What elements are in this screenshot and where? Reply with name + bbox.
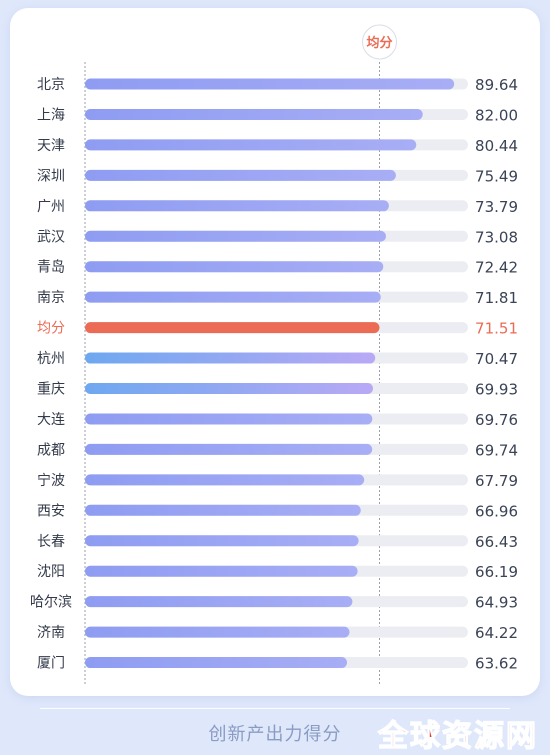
category-label: 宁波 — [37, 472, 65, 489]
value-label: 64.22 — [475, 624, 518, 642]
value-label: 71.51 — [475, 320, 518, 338]
category-label: 上海 — [37, 107, 65, 123]
category-label: 重庆 — [37, 382, 65, 398]
category-label: 厦门 — [37, 656, 65, 672]
category-label: 哈尔滨 — [30, 595, 72, 611]
bar-row: 均分 71.51 — [37, 320, 518, 338]
bar-row: 济南 64.22 — [37, 624, 518, 642]
bar — [85, 596, 353, 608]
category-label: 大连 — [37, 412, 65, 428]
value-label: 89.64 — [475, 76, 518, 94]
bar-row: 厦门 63.62 — [37, 655, 518, 673]
bar — [85, 504, 361, 516]
category-label: 天津 — [37, 138, 65, 154]
bar-row: 杭州 70.47 — [37, 350, 518, 368]
value-label: 73.79 — [475, 198, 518, 216]
bar-row: 西安 66.96 — [37, 502, 518, 520]
category-label: 武汉 — [37, 229, 65, 245]
bar — [85, 626, 350, 638]
category-label: 杭州 — [37, 351, 65, 367]
average-badge-label: 均分 — [366, 35, 392, 51]
value-label: 69.93 — [475, 381, 518, 399]
bar — [85, 413, 373, 425]
category-label: 长春 — [37, 534, 65, 550]
bar — [85, 108, 423, 120]
bar-row: 长春 66.43 — [37, 533, 518, 551]
category-label: 成都 — [37, 442, 65, 458]
value-label: 80.44 — [475, 137, 518, 155]
value-label: 66.19 — [475, 563, 518, 581]
category-label: 青岛 — [37, 260, 65, 276]
bar — [85, 535, 359, 547]
chart-card — [10, 8, 540, 696]
bar-row: 大连 69.76 — [37, 411, 518, 429]
bar-row: 广州 73.79 — [37, 198, 518, 216]
x-axis-caption: 创新产出力得分 — [208, 724, 342, 745]
bar-row: 成都 69.74 — [37, 441, 518, 459]
bar-row: 南京 71.81 — [37, 289, 518, 307]
bar — [85, 169, 396, 181]
watermark: 全球资源网 — [377, 718, 538, 754]
value-label: 66.43 — [475, 533, 518, 551]
bar-row: 上海 82.00 — [37, 106, 518, 124]
average-badge — [361, 24, 397, 60]
bar — [85, 383, 373, 394]
category-label: 济南 — [37, 625, 65, 641]
value-label: 82.00 — [475, 106, 518, 124]
category-label: 深圳 — [37, 168, 65, 184]
bar-row: 天津 80.44 — [37, 137, 518, 155]
bar — [85, 565, 358, 577]
value-label: 69.74 — [475, 441, 518, 459]
bar — [85, 352, 376, 364]
bar-row: 宁波 67.79 — [37, 472, 518, 490]
category-label: 西安 — [37, 503, 65, 519]
value-label: 69.76 — [475, 411, 518, 429]
value-label: 75.49 — [475, 167, 518, 185]
bar — [85, 657, 348, 669]
bar — [85, 474, 365, 486]
value-label: 71.81 — [475, 289, 518, 307]
value-label: 70.47 — [475, 350, 518, 368]
bar — [85, 443, 373, 455]
bar — [85, 261, 384, 273]
category-label: 北京 — [37, 77, 65, 93]
bar-row: 青岛 72.42 — [37, 259, 518, 277]
value-label: 73.08 — [475, 228, 518, 246]
category-label: 南京 — [37, 290, 65, 306]
value-label: 63.62 — [475, 655, 518, 673]
bar-row: 哈尔滨 64.93 — [30, 594, 518, 612]
category-label: 均分 — [37, 321, 65, 337]
category-label: 广州 — [37, 199, 65, 215]
bar — [85, 291, 381, 303]
footer-divider — [40, 708, 510, 709]
bar-row: 武汉 73.08 — [37, 228, 518, 246]
value-label: 67.79 — [475, 472, 518, 490]
bar-row: 沈阳 66.19 — [37, 563, 518, 581]
category-label: 沈阳 — [37, 564, 65, 580]
value-label: 66.96 — [475, 502, 518, 520]
value-label: 72.42 — [475, 259, 518, 277]
bar-row: 重庆 69.93 — [37, 381, 518, 399]
bar — [85, 230, 386, 242]
bar — [85, 139, 417, 151]
average-bar — [85, 322, 380, 334]
bar-row: 北京 89.64 — [37, 76, 518, 94]
value-label: 64.93 — [475, 594, 518, 612]
bar — [85, 78, 455, 90]
bar — [85, 200, 389, 212]
bar-row: 深圳 75.49 — [37, 167, 518, 185]
